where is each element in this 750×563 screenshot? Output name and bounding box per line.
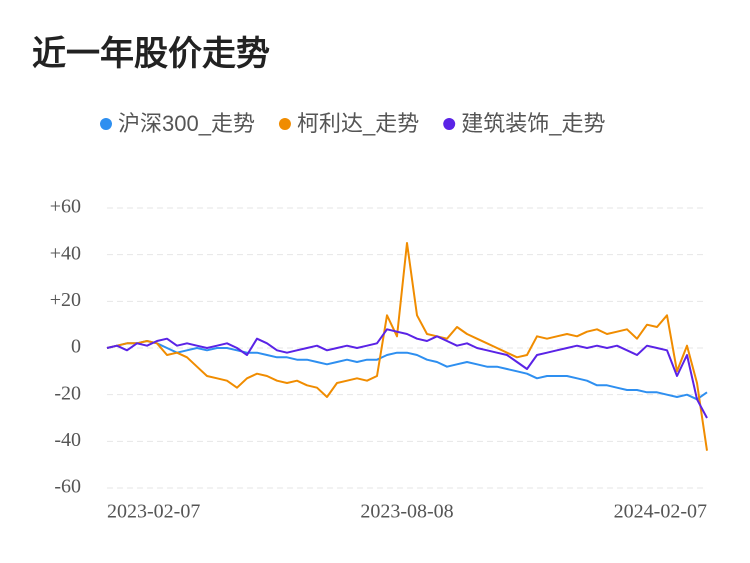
line-series <box>106 242 708 451</box>
legend-label: 建筑装饰_走势 <box>461 111 605 136</box>
y-tick-label: -20 <box>54 382 81 404</box>
legend-marker <box>443 118 456 130</box>
y-tick-label: +40 <box>50 242 81 264</box>
y-tick-label: +60 <box>50 196 81 218</box>
legend-marker <box>278 118 291 130</box>
line-series <box>106 340 708 401</box>
y-tick-label: 0 <box>71 336 81 358</box>
y-tick-label: +20 <box>50 289 81 311</box>
x-tick-label: 2023-02-07 <box>107 501 200 523</box>
legend-marker <box>100 118 112 130</box>
line-series <box>106 328 708 419</box>
legend-label: 沪深300_走势 <box>118 111 255 136</box>
chart-title: 近一年股价走势 <box>32 35 270 73</box>
y-tick-label: -40 <box>54 429 81 451</box>
legend: 沪深300_走势 柯利达_走势 建筑装饰_走势 <box>100 111 605 136</box>
x-tick-label: 2023-08-08 <box>360 501 453 523</box>
x-tick-label: 2024-02-07 <box>614 501 707 523</box>
y-tick-label: -60 <box>54 476 81 498</box>
legend-label: 柯利达_走势 <box>297 111 419 136</box>
